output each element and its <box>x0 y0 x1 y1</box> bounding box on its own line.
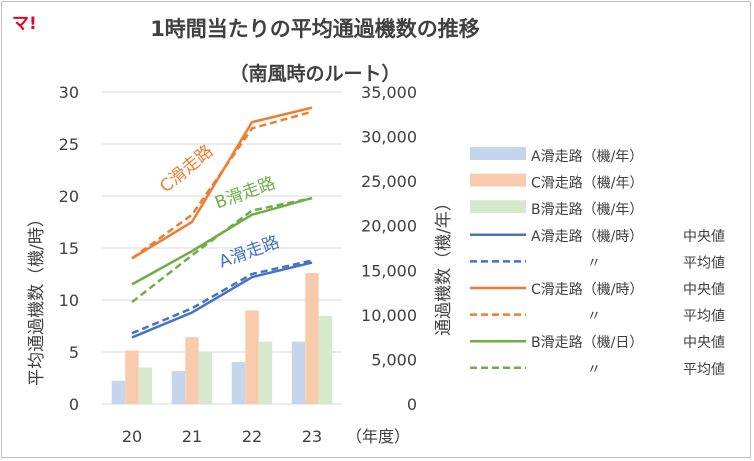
legend-label: 〃 <box>587 309 601 325</box>
legend-stat: 平均値 <box>683 309 725 325</box>
bar <box>245 310 259 404</box>
y-left-axis-title: 平均通過機数（機/時） <box>27 210 47 386</box>
y-left-tick-label: 30 <box>59 83 79 102</box>
y-right-tick-label: 25,000 <box>361 172 417 191</box>
series-line <box>131 261 313 339</box>
y-right-tick-label: 20,000 <box>361 217 417 236</box>
legend-stat: 中央値 <box>683 282 725 298</box>
bar <box>185 337 199 404</box>
bar <box>305 272 319 404</box>
bar <box>231 362 246 404</box>
legend-label: A滑走路（機/時） <box>531 228 643 245</box>
legend-swatch <box>470 200 526 214</box>
bar <box>198 351 213 404</box>
y-right-tick-label: 35,000 <box>361 83 417 102</box>
legend-label: B滑走路（機/日） <box>531 334 643 351</box>
legend-swatch <box>470 173 526 187</box>
y-right-axis-title: 通過機数（機/年） <box>434 194 454 336</box>
series-annotation: C滑走路 <box>156 141 217 197</box>
legend-stat: 平均値 <box>683 362 725 378</box>
legend-stat: 中央値 <box>683 229 725 245</box>
y-left-tick-label: 25 <box>59 135 79 154</box>
x-unit-label: （年度） <box>346 427 410 446</box>
series-annotation: A滑走路 <box>216 232 282 272</box>
legend-stat: 平均値 <box>683 255 725 271</box>
legend-label: 〃 <box>587 362 601 378</box>
legend-stat: 中央値 <box>683 335 725 351</box>
y-right-tick-label: 30,000 <box>361 128 417 147</box>
legend-label: B滑走路（機/年） <box>531 201 643 218</box>
series-line <box>131 110 313 260</box>
y-right-tick-label: 15,000 <box>361 261 417 280</box>
legend-label: C滑走路（機/年） <box>531 175 644 192</box>
y-left-tick-label: 5 <box>69 343 79 362</box>
x-tick-label: 22 <box>242 427 262 446</box>
x-tick-label: 20 <box>122 427 142 446</box>
bar <box>111 380 126 404</box>
y-left-tick-label: 20 <box>59 187 79 206</box>
legend-label: C滑走路（機/時） <box>531 281 644 298</box>
legend-label: 〃 <box>587 255 601 271</box>
y-left-tick-label: 0 <box>69 395 79 414</box>
bar <box>258 341 273 404</box>
x-tick-label: 23 <box>302 427 322 446</box>
y-right-tick-label: 10,000 <box>361 306 417 325</box>
y-right-tick-label: 0 <box>407 395 417 414</box>
x-tick-label: 21 <box>182 427 202 446</box>
bar <box>291 341 306 404</box>
series-line <box>131 259 313 335</box>
y-left-tick-label: 15 <box>59 239 79 258</box>
bar <box>138 367 153 404</box>
legend-label: A滑走路（機/年） <box>531 148 643 165</box>
y-left-tick-label: 10 <box>59 291 79 310</box>
chart-subtitle: （南風時のルート） <box>229 62 400 85</box>
chart-title: 1時間当たりの平均通過機数の推移 <box>150 17 480 41</box>
logo: マ! <box>12 14 37 34</box>
bar <box>318 315 333 404</box>
bar <box>125 350 139 404</box>
legend-swatch <box>470 147 526 160</box>
series-line <box>131 196 313 304</box>
bar <box>171 371 186 404</box>
y-right-tick-label: 5,000 <box>371 350 417 369</box>
